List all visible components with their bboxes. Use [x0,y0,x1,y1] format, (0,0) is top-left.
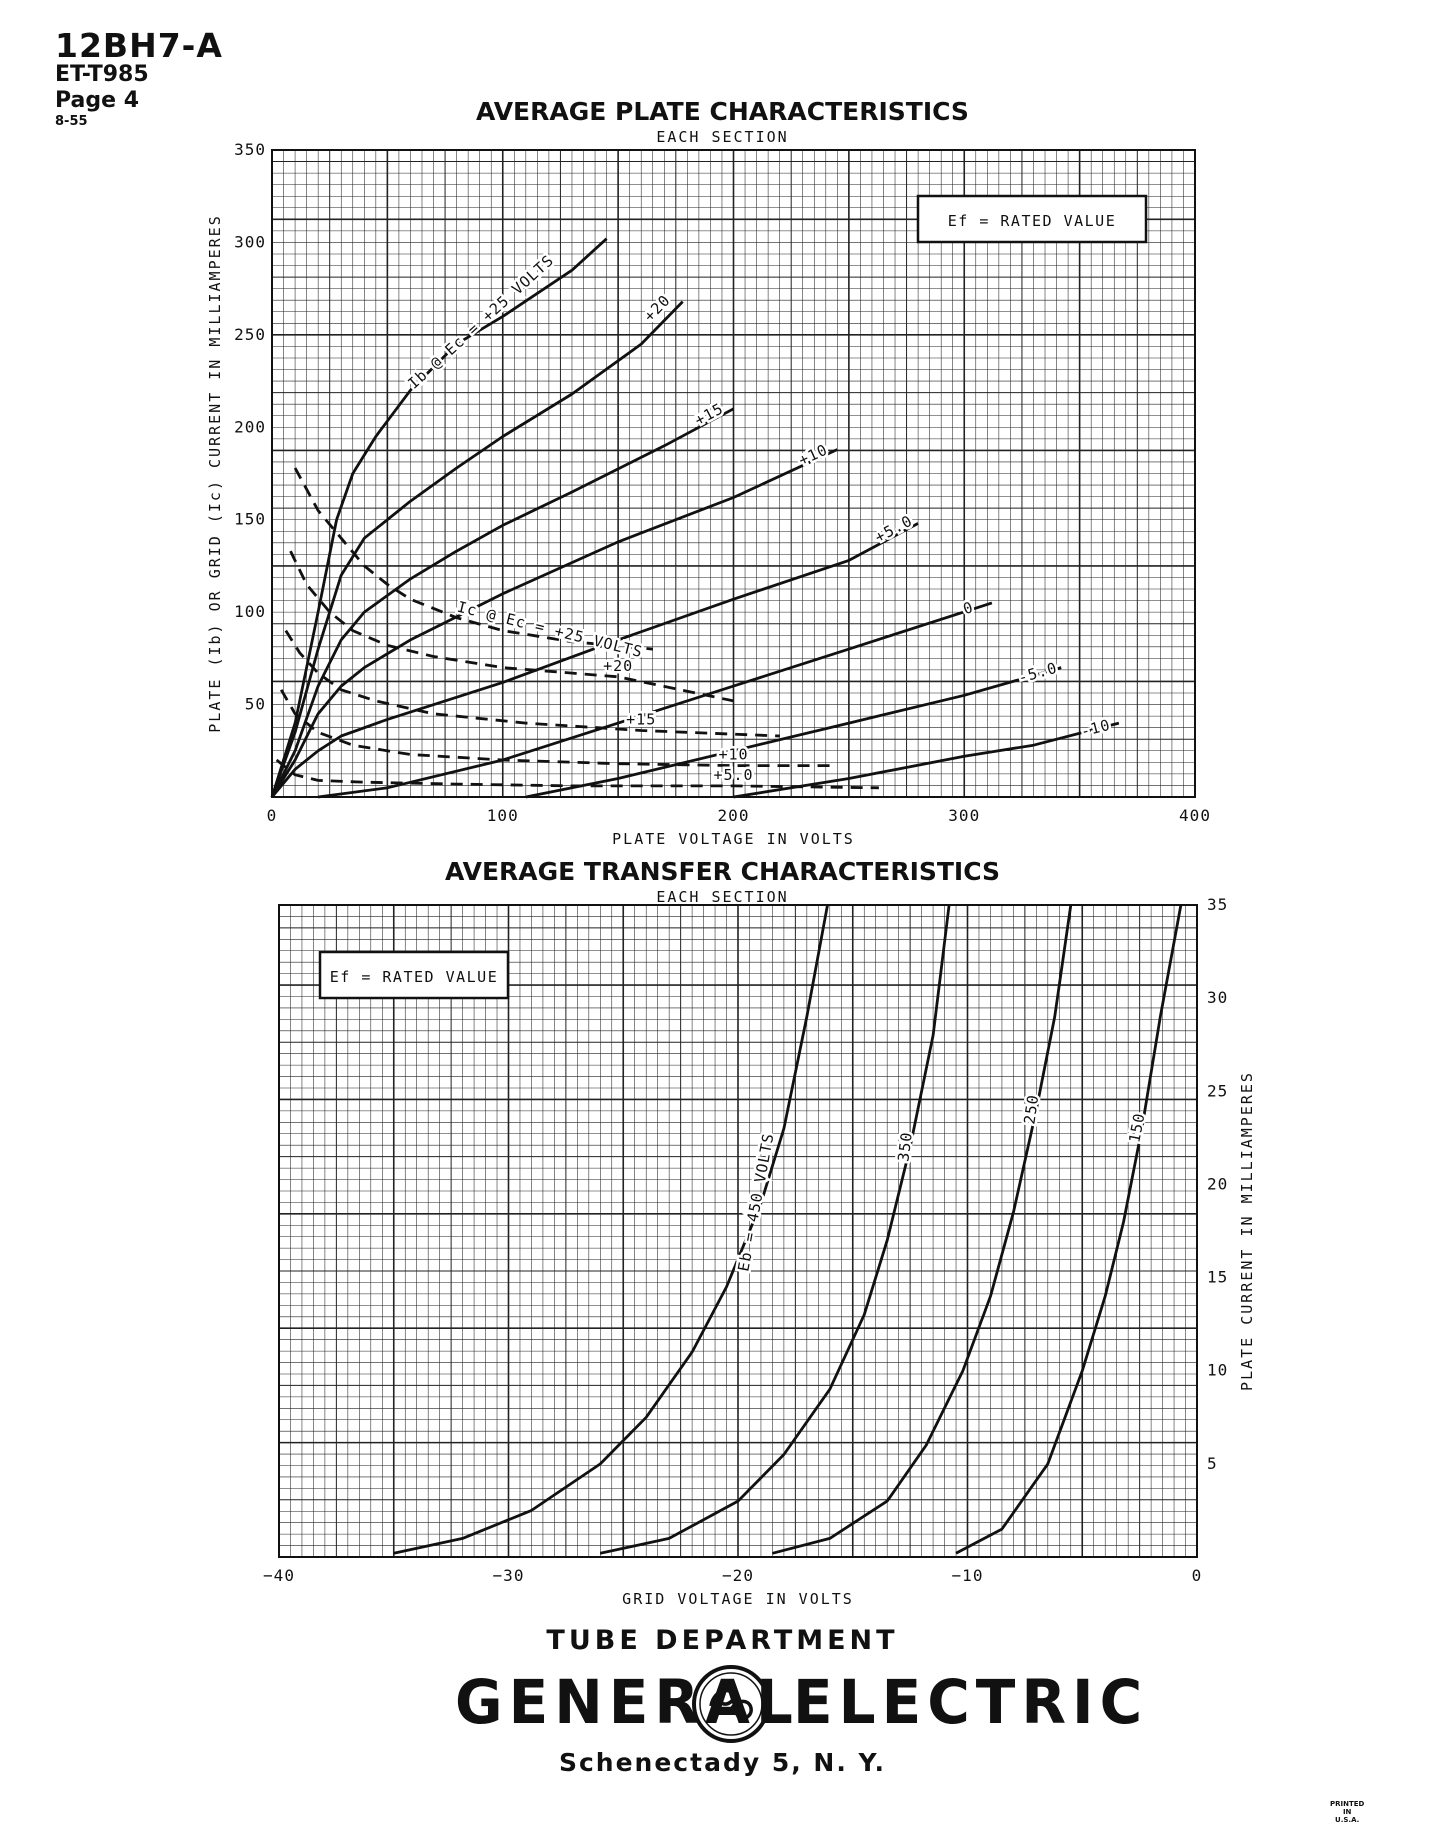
y-tick-label: 5 [1207,1454,1218,1473]
series-1-1-line [600,904,951,1555]
series-0-1-label: +20 [640,291,674,325]
series-0-4-label: +5.0 [872,512,916,547]
printed-in-usa-stamp: PRINTED IN U.S.A. [1330,1800,1365,1824]
series-1-3-label: 150 [1125,1111,1148,1144]
x-tick-label: −40 [263,1566,295,1585]
y-tick-label: 300 [234,232,266,251]
y-tick-label: 20 [1207,1174,1228,1193]
y-tick-label: 15 [1207,1268,1228,1287]
x-tick-label: −20 [722,1566,754,1585]
x-tick-label: 400 [1179,806,1211,825]
plate-chart-title: AVERAGE PLATE CHARACTERISTICS [476,97,969,126]
series-0-6-line [525,666,1062,799]
series-1-2-label: 250 [1020,1093,1042,1125]
series-1-1-label: 350 [894,1131,916,1163]
series-0-8-label: Ic @ Ec = +25 VOLTS [455,598,644,662]
issue-date: 8-55 [55,114,88,129]
x-tick-label: −10 [952,1566,984,1585]
series-0-2-line [270,407,735,798]
x-tick-label: 0 [1192,1566,1203,1585]
y-tick-label: 30 [1207,988,1228,1007]
y-tick-label: 10 [1207,1361,1228,1380]
plate-chart-subtitle: EACH SECTION [656,128,789,146]
tube-model: 12BH7-A [55,26,223,65]
series-0-7-line [733,721,1120,799]
y-tick-label: 100 [234,602,266,621]
y-tick-label: 200 [234,417,266,436]
note-text: Ef = RATED VALUE [948,212,1117,230]
x-tick-label: 100 [487,806,519,825]
series-0-5-label: 0 [961,598,976,618]
transfer-chart-subtitle: EACH SECTION [656,888,789,906]
y-tick-label: 50 [245,695,266,714]
transfer-chart-title: AVERAGE TRANSFER CHARACTERISTICS [444,857,1001,886]
series-0-10-label: +15 [626,710,656,728]
series-0-0-label: Ib @ Ec = +25 VOLTS [404,251,557,392]
series-0-7-label: -10 [1079,716,1113,741]
x-tick-label: −30 [493,1566,525,1585]
note-box [916,194,1148,244]
y-axis-label: PLATE (Ib) OR GRID (Ic) CURRENT IN MILLI… [206,214,224,732]
series-0-3-label: +10 [796,440,831,469]
department-name: TUBE DEPARTMENT [546,1625,899,1656]
y-axis-label: PLATE CURRENT IN MILLIAMPERES [1238,1071,1256,1391]
series-0-1-line [270,300,684,798]
y-tick-label: 350 [234,140,266,159]
series-0-12-line [275,758,879,790]
series-0-0-line [270,237,608,798]
x-axis-label: PLATE VOLTAGE IN VOLTS [612,830,855,848]
chart-0-group [270,149,1196,799]
series-0-12-label: +5.0 [713,766,753,784]
x-axis-label: GRID VOLTAGE IN VOLTS [622,1590,854,1608]
y-tick-label: 150 [234,510,266,529]
x-tick-label: 300 [948,806,980,825]
series-1-0-line [393,904,829,1555]
series-0-9-line [289,550,734,703]
note-text: Ef = RATED VALUE [330,968,499,986]
plot-frame [278,904,1198,1558]
y-tick-label: 25 [1207,1081,1228,1100]
series-0-10-line [284,629,780,738]
series-0-9-label: +20 [603,657,633,675]
series-0-4-line [270,522,919,798]
y-tick-label: 35 [1207,895,1228,914]
series-0-6-label: -5.0 [1016,659,1060,687]
note-box [318,950,510,1000]
series-1-2-line [772,904,1073,1555]
brand-name-right: ELECTRIC [793,1666,1149,1738]
series-0-8-line [293,467,653,651]
series-0-11-label: +10 [718,746,748,764]
chart-1-group [278,904,1198,1558]
ge-logo-icon [692,1665,770,1743]
series-0-2-label: +15 [692,399,727,429]
series-0-5-line [317,601,993,799]
page-number: Page 4 [55,88,140,113]
series-0-3-line [270,448,838,798]
x-tick-label: 200 [718,806,750,825]
x-tick-label: 0 [267,806,278,825]
document-code: ET-T985 [55,62,149,87]
y-tick-label: 250 [234,325,266,344]
company-address: Schenectady 5, N. Y. [558,1748,887,1777]
series-1-3-line [955,904,1183,1555]
